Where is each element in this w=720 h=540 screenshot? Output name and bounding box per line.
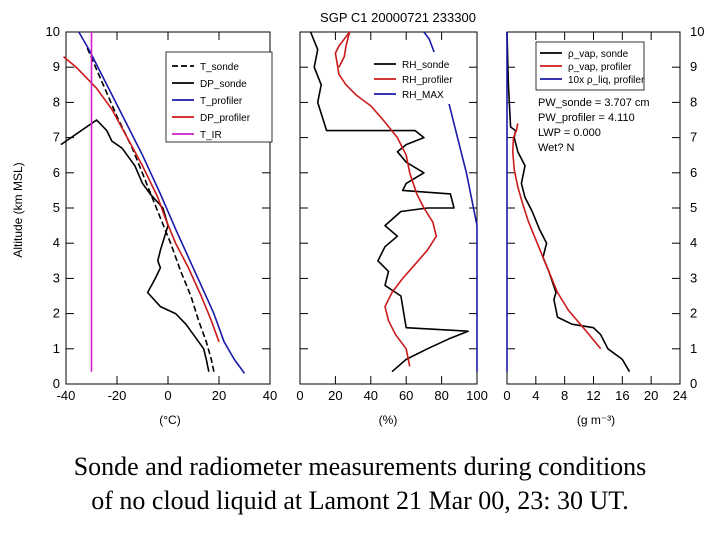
x-tick-label: 0 — [296, 388, 303, 403]
legend-label-dp-profiler: DP_profiler — [200, 113, 251, 124]
y-tick-label: 0 — [53, 376, 60, 391]
legend-label-t-ir: T_IR — [200, 130, 222, 141]
y-tick-label-right: 4 — [690, 235, 697, 250]
y-tick-label: 5 — [53, 200, 60, 215]
y-tick-label-right: 5 — [690, 200, 697, 215]
altitude-axis-label: Altitude (km MSL) — [11, 162, 25, 257]
vapor-annotations: PW_sonde = 3.707 cm PW_profiler = 4.110 LW… — [536, 94, 650, 160]
y-tick-label: 3 — [53, 270, 60, 285]
legend-label-t-profiler: T_profiler — [200, 96, 243, 107]
caption-line-1: Sonde and radiometer measurements during… — [73, 452, 647, 481]
y-tick-label-right: 7 — [690, 130, 697, 145]
x-tick-label: 80 — [434, 388, 448, 403]
x-tick-label: 8 — [561, 388, 568, 403]
humidity-axis-ticks: 0 20 40 60 80 100 — [296, 31, 488, 403]
figure-title: SGP C1 20000721 233300 — [320, 10, 476, 25]
humidity-panel: 0 20 40 60 80 100 (%) RH_sonde RH_profiler RH_M… — [296, 31, 488, 427]
x-tick-label: 20 — [644, 388, 658, 403]
annotation-text: Wet? N — [538, 142, 575, 154]
series-line-dp-sonde — [60, 119, 210, 372]
y-tick-label: 8 — [53, 94, 60, 109]
y-tick-label: 4 — [53, 235, 60, 250]
x-tick-label: 40 — [263, 388, 277, 403]
y-tick-label: 1 — [53, 341, 60, 356]
temperature-axis-label: (°C) — [159, 413, 180, 427]
x-tick-label: 24 — [673, 388, 687, 403]
series-line-rh-max — [423, 31, 478, 372]
y-tick-label-right: 0 — [690, 376, 697, 391]
figure: SGP C1 20000721 233300 -40 -20 0 20 40012345… — [11, 10, 704, 427]
humidity-series — [309, 31, 478, 373]
y-tick-label-right: 10 — [690, 24, 704, 39]
temperature-series — [60, 31, 246, 374]
annotation-text: PW_profiler = 4.110 — [538, 112, 635, 124]
x-tick-label: 12 — [586, 388, 600, 403]
annotation-box — [536, 94, 644, 160]
vapor-legend: ρ_vap, sonde ρ_vap, profiler 10x ρ_liq, pr… — [535, 41, 645, 91]
humidity-legend-box — [370, 52, 456, 104]
legend-label-rh-max: RH_MAX — [402, 90, 444, 101]
x-tick-label: -40 — [57, 388, 76, 403]
y-tick-label-right: 8 — [690, 94, 697, 109]
x-tick-label: 20 — [212, 388, 226, 403]
series-line-rh-profiler — [334, 31, 438, 367]
x-tick-label: 0 — [164, 388, 171, 403]
legend-label-t-sonde: T_sonde — [200, 62, 239, 73]
legend-label-rh-profiler: RH_profiler — [402, 75, 453, 86]
vapor-legend-box — [535, 41, 645, 91]
series-line-t-profiler — [78, 31, 246, 374]
y-tick-label: 2 — [53, 306, 60, 321]
vapor-series — [506, 31, 631, 373]
y-tick-label-right: 1 — [690, 341, 697, 356]
series-line-t-sonde — [85, 45, 215, 372]
legend-label-vap-profiler: ρ_vap, profiler — [568, 62, 632, 73]
y-tick-label-right: 9 — [690, 59, 697, 74]
temperature-axis-ticks: -40 -20 0 20 40 0 1 2 3 4 5 6 7 8 9 10 — [46, 24, 278, 403]
annotation-text: LWP = 0.000 — [538, 127, 601, 139]
x-tick-label: 4 — [532, 388, 539, 403]
temperature-panel: -40 -20 0 20 40 0 1 2 3 4 5 6 7 8 9 10 Altitude (km MSL… — [11, 24, 277, 427]
x-tick-label: 0 — [503, 388, 510, 403]
y-tick-label: 9 — [53, 59, 60, 74]
y-tick-label: 7 — [53, 130, 60, 145]
y-tick-label-right: 3 — [690, 270, 697, 285]
temperature-legend: T_sonde DP_sonde T_profiler DP_profiler T_IR — [165, 51, 273, 143]
humidity-axis-label: (%) — [379, 413, 398, 427]
x-tick-label: -20 — [108, 388, 127, 403]
x-tick-label: 16 — [615, 388, 629, 403]
legend-label-10x-liq-profiler: 10x ρ_liq, profiler — [568, 75, 645, 86]
y-tick-label: 10 — [46, 24, 60, 39]
legend-label-rh-sonde: RH_sonde — [402, 60, 450, 71]
y-tick-label-right: 2 — [690, 306, 697, 321]
temperature-legend-box — [165, 51, 273, 143]
legend-label-vap-sonde: ρ_vap, sonde — [568, 49, 629, 60]
x-tick-label: 60 — [399, 388, 413, 403]
series-line-dp-profiler — [62, 55, 220, 343]
series-line-vap-profiler — [511, 123, 602, 350]
caption: Sonde and radiometer measurements during… — [0, 450, 720, 518]
annotation-text: PW_sonde = 3.707 cm — [538, 97, 650, 109]
caption-line-2: of no cloud liquid at Lamont 21 Mar 00, … — [91, 486, 629, 515]
humidity-legend: RH_sonde RH_profiler RH_MAX — [370, 52, 456, 104]
series-line-rh-sonde — [309, 31, 469, 373]
x-tick-label: 40 — [364, 388, 378, 403]
legend-label-dp-sonde: DP_sonde — [200, 79, 247, 90]
x-tick-label: 20 — [328, 388, 342, 403]
y-tick-label: 6 — [53, 165, 60, 180]
y-tick-label-right: 6 — [690, 165, 697, 180]
vapor-axis-label: (g m⁻³) — [577, 413, 615, 427]
x-tick-label: 100 — [466, 388, 488, 403]
